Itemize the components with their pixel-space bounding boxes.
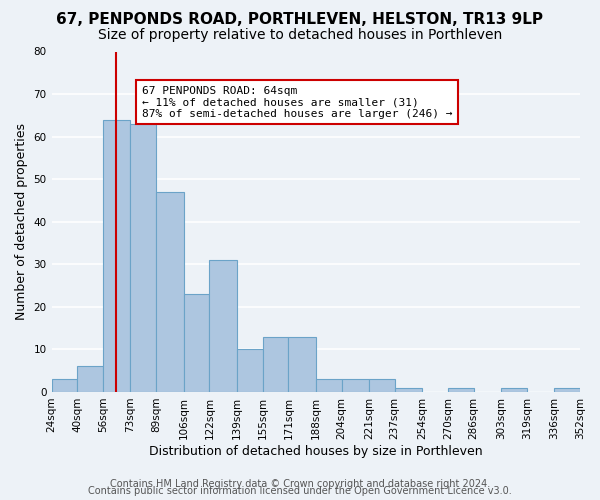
Y-axis label: Number of detached properties: Number of detached properties (15, 123, 28, 320)
Bar (341, 379, 369, 392)
Bar (501, 388, 527, 392)
Bar (52, 379, 77, 392)
Bar (184, 294, 209, 392)
Text: 67 PENPONDS ROAD: 64sqm
← 11% of detached houses are smaller (31)
87% of semi-de: 67 PENPONDS ROAD: 64sqm ← 11% of detache… (142, 86, 452, 118)
Bar (289, 336, 316, 392)
Bar (395, 388, 422, 392)
Text: Contains HM Land Registry data © Crown copyright and database right 2024.: Contains HM Land Registry data © Crown c… (110, 479, 490, 489)
Bar (103, 120, 130, 392)
Bar (130, 124, 156, 392)
Bar (77, 366, 103, 392)
Text: Contains public sector information licensed under the Open Government Licence v3: Contains public sector information licen… (88, 486, 512, 496)
Bar (554, 388, 580, 392)
Text: 67, PENPONDS ROAD, PORTHLEVEN, HELSTON, TR13 9LP: 67, PENPONDS ROAD, PORTHLEVEN, HELSTON, … (56, 12, 544, 28)
Bar (156, 192, 184, 392)
Bar (263, 336, 289, 392)
Bar (237, 350, 263, 392)
Bar (448, 388, 473, 392)
Bar (209, 260, 237, 392)
X-axis label: Distribution of detached houses by size in Porthleven: Distribution of detached houses by size … (149, 444, 482, 458)
Bar (316, 379, 341, 392)
Bar (369, 379, 395, 392)
Text: Size of property relative to detached houses in Porthleven: Size of property relative to detached ho… (98, 28, 502, 42)
